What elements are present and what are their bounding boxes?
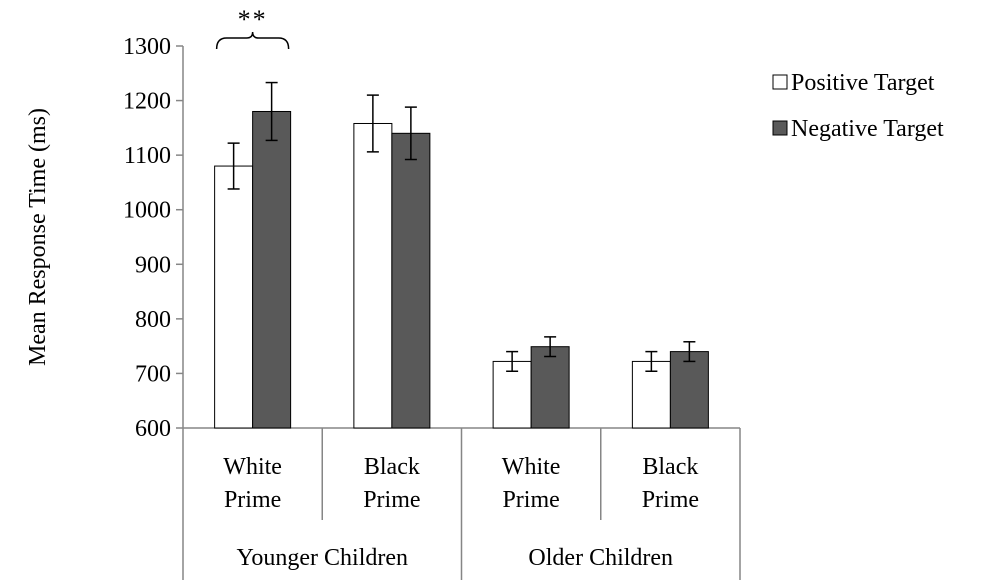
y-axis-ticks: 600 700 800 900 1000 1100 1200 1300 — [123, 34, 183, 442]
y-axis-title-group: Mean Response Time (ms) — [25, 108, 51, 366]
bar — [530, 346, 570, 429]
bar — [391, 132, 431, 429]
bar — [353, 122, 393, 429]
significance-marker: ** — [238, 5, 268, 34]
bar — [252, 110, 292, 429]
y-axis-title: Mean Response Time (ms) — [25, 108, 51, 366]
category-label-line1: White — [502, 454, 561, 480]
legend-swatch — [772, 74, 788, 90]
y-tick-label: 1300 — [123, 34, 171, 60]
legend-swatch — [772, 120, 788, 136]
bar — [214, 165, 254, 429]
bar — [492, 360, 532, 429]
significance-bracket — [215, 31, 290, 50]
y-tick-label: 800 — [135, 307, 171, 333]
group-label: Younger Children — [236, 545, 408, 571]
annotations: ** — [215, 5, 290, 50]
category-label-line1: Black — [642, 454, 698, 480]
category-label-line1: White — [223, 454, 282, 480]
y-tick-label: 900 — [135, 252, 171, 278]
category-label-line1: Black — [364, 454, 420, 480]
legend-label: Positive Target — [791, 70, 935, 96]
y-tick-label: 1100 — [124, 143, 171, 169]
legend: Positive Target Negative Target — [772, 70, 944, 142]
category-label-line2: Prime — [363, 487, 420, 513]
y-tick-label: 600 — [135, 416, 171, 442]
y-tick-label: 1200 — [123, 89, 171, 115]
category-label-line2: Prime — [502, 487, 559, 513]
error-bars — [227, 81, 696, 372]
y-tick-label: 1000 — [123, 198, 171, 224]
group-label: Older Children — [528, 545, 673, 571]
category-label-line2: Prime — [224, 487, 281, 513]
y-tick-label: 700 — [135, 361, 171, 387]
legend-label: Negative Target — [791, 116, 944, 142]
category-label-line2: Prime — [642, 487, 699, 513]
x-axis-labels: White Prime Black Prime White Prime Black Prime… — [223, 454, 699, 571]
bars — [214, 110, 709, 429]
bar — [669, 351, 709, 429]
